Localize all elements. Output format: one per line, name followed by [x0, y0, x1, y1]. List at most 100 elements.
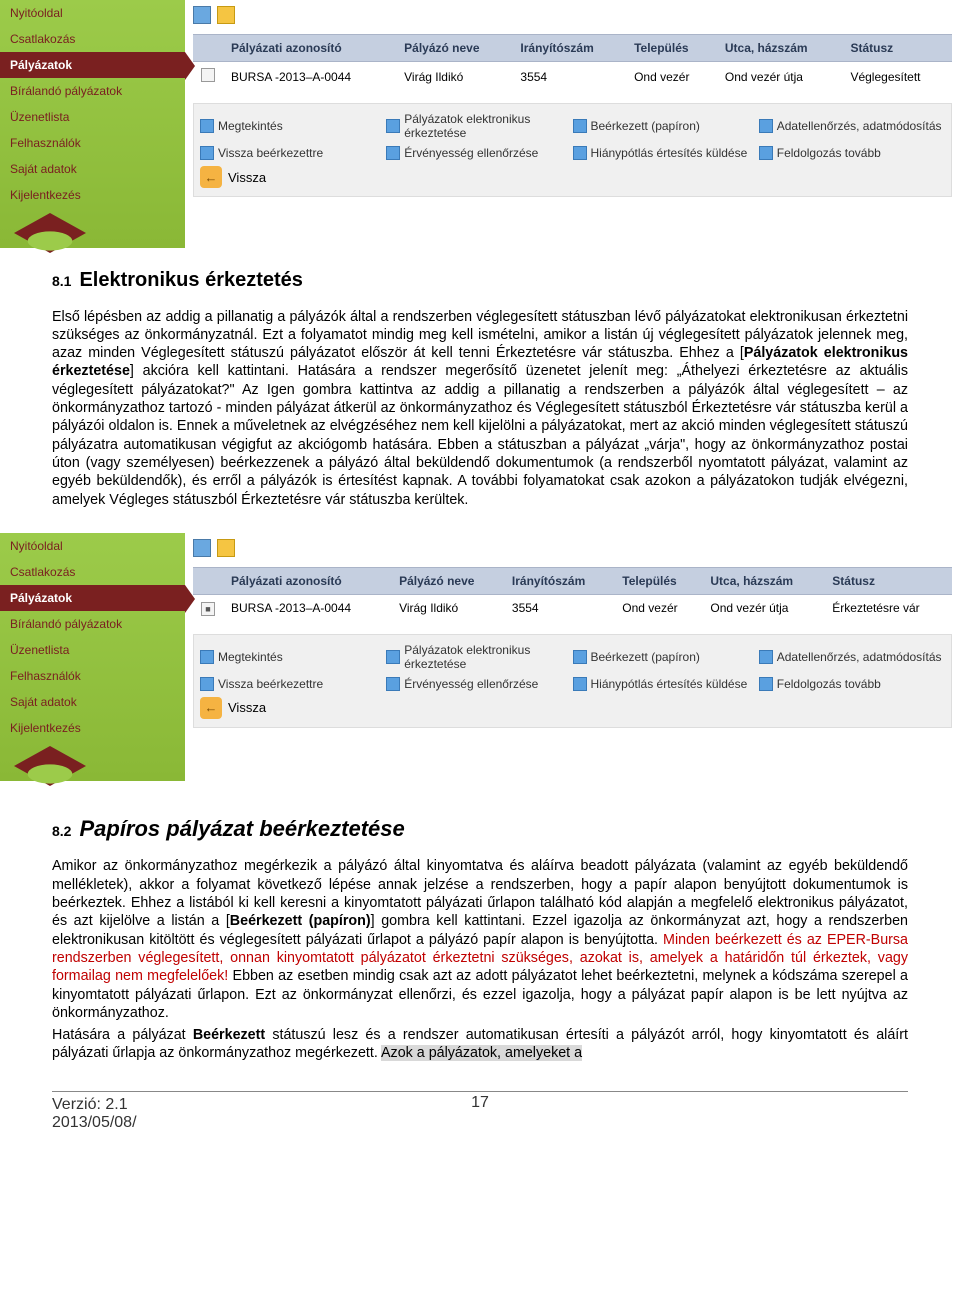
action-validity[interactable]: Érvényesség ellenőrzése	[386, 677, 572, 691]
section-81-title: 8.1Elektronikus érkeztetés	[52, 268, 908, 294]
folder-icon	[200, 146, 214, 160]
back-label[interactable]: Vissza	[228, 700, 266, 715]
footer-date: 2013/05/08/	[52, 1114, 908, 1132]
sidebar-item-0[interactable]: Nyitóoldal	[0, 533, 185, 559]
action-notify[interactable]: Hiánypótlás értesítés küldése	[573, 677, 759, 691]
th-status[interactable]: Státusz	[842, 35, 952, 62]
actions-area-1: Megtekintés Pályázatok elektronikus érke…	[193, 103, 952, 197]
sidebar-item-7[interactable]: Kijelentkezés	[0, 182, 185, 208]
data-table-1: Pályázati azonosító Pályázó neve Irányít…	[193, 34, 952, 91]
folder-icon	[200, 650, 214, 664]
th-street[interactable]: Utca, házszám	[702, 567, 824, 594]
data-table-2: Pályázati azonosító Pályázó neve Irányít…	[193, 567, 952, 622]
cell-id: BURSA -2013–A-0044	[223, 594, 391, 622]
actions-area-2: Megtekintés Pályázatok elektronikus érke…	[193, 634, 952, 728]
back-arrow-icon[interactable]: ←	[200, 166, 222, 188]
action-back-received[interactable]: Vissza beérkezettre	[200, 677, 386, 691]
table-row[interactable]: BURSA -2013–A-0044 Virág Ildikó 3554 Ond…	[193, 594, 952, 622]
cell-street: Ond vezér útja	[717, 62, 843, 92]
action-back-received[interactable]: Vissza beérkezettre	[200, 146, 386, 160]
action-view[interactable]: Megtekintés	[200, 112, 386, 140]
sidebar-item-5[interactable]: Felhasználók	[0, 663, 185, 689]
cell-street: Ond vezér útja	[702, 594, 824, 622]
folder-icon	[200, 119, 214, 133]
row-checkbox[interactable]	[201, 68, 215, 82]
folder-icon	[386, 146, 400, 160]
action-process[interactable]: Feldolgozás tovább	[759, 146, 945, 160]
th-name[interactable]: Pályázó neve	[391, 567, 504, 594]
section-82-p1: Amikor az önkormányzathoz megérkezik a p…	[52, 857, 908, 1022]
th-street[interactable]: Utca, házszám	[717, 35, 843, 62]
section-82-title: 8.2Papíros pályázat beérkeztetése	[52, 815, 908, 844]
sidebar-item-4[interactable]: Üzenetlista	[0, 637, 185, 663]
folder-icon	[759, 677, 773, 691]
cell-id: BURSA -2013–A-0044	[223, 62, 396, 92]
cell-name: Virág Ildikó	[391, 594, 504, 622]
sidebar-item-3[interactable]: Bírálandó pályázatok	[0, 78, 185, 104]
screenshot-2: Nyitóoldal Csatlakozás Pályázatok Bírála…	[0, 533, 960, 781]
folder-icon	[200, 677, 214, 691]
th-zip[interactable]: Irányítószám	[504, 567, 614, 594]
row-checkbox[interactable]	[201, 602, 215, 616]
action-paper[interactable]: Beérkezett (papíron)	[573, 112, 759, 140]
action-paper[interactable]: Beérkezett (papíron)	[573, 643, 759, 671]
back-label[interactable]: Vissza	[228, 170, 266, 185]
sidebar-item-7[interactable]: Kijelentkezés	[0, 715, 185, 741]
cell-name: Virág Ildikó	[396, 62, 512, 92]
folder-icon	[759, 650, 773, 664]
page-number: 17	[471, 1094, 489, 1112]
action-notify[interactable]: Hiánypótlás értesítés küldése	[573, 146, 759, 160]
logo-icon	[10, 208, 90, 258]
action-datacheck[interactable]: Adatellenőrzés, adatmódosítás	[759, 643, 945, 671]
folder-icon	[573, 677, 587, 691]
action-datacheck[interactable]: Adatellenőrzés, adatmódosítás	[759, 112, 945, 140]
back-arrow-icon[interactable]: ←	[200, 697, 222, 719]
sidebar-item-6[interactable]: Saját adatok	[0, 689, 185, 715]
th-check	[193, 567, 223, 594]
cell-city: Ond vezér	[626, 62, 717, 92]
tool-icon-1[interactable]	[193, 539, 211, 557]
sidebar-item-2[interactable]: Pályázatok	[0, 52, 185, 78]
section-82-p2: Hatására a pályázat Beérkezett státuszú …	[52, 1026, 908, 1063]
sidebar-item-6[interactable]: Saját adatok	[0, 156, 185, 182]
cell-zip: 3554	[504, 594, 614, 622]
th-id[interactable]: Pályázati azonosító	[223, 567, 391, 594]
th-status[interactable]: Státusz	[824, 567, 952, 594]
th-city[interactable]: Település	[614, 567, 702, 594]
sidebar: Nyitóoldal Csatlakozás Pályázatok Bírála…	[0, 0, 185, 248]
sidebar-item-1[interactable]: Csatlakozás	[0, 26, 185, 52]
tool-icon-2[interactable]	[217, 6, 235, 24]
action-electronic[interactable]: Pályázatok elektronikus érkeztetése	[386, 112, 572, 140]
action-electronic[interactable]: Pályázatok elektronikus érkeztetése	[386, 643, 572, 671]
footer-separator	[52, 1091, 908, 1092]
folder-icon	[573, 119, 587, 133]
cell-zip: 3554	[512, 62, 626, 92]
th-name[interactable]: Pályázó neve	[396, 35, 512, 62]
logo-icon	[10, 741, 90, 791]
action-view[interactable]: Megtekintés	[200, 643, 386, 671]
sidebar-item-1[interactable]: Csatlakozás	[0, 559, 185, 585]
tool-icon-2[interactable]	[217, 539, 235, 557]
th-check	[193, 35, 223, 62]
folder-icon	[386, 677, 400, 691]
table-row[interactable]: BURSA -2013–A-0044 Virág Ildikó 3554 Ond…	[193, 62, 952, 92]
toolbar-icons	[193, 6, 952, 24]
sidebar-item-4[interactable]: Üzenetlista	[0, 104, 185, 130]
sidebar-item-2[interactable]: Pályázatok	[0, 585, 185, 611]
tool-icon-1[interactable]	[193, 6, 211, 24]
sidebar-item-3[interactable]: Bírálandó pályázatok	[0, 611, 185, 637]
section-81: 8.1Elektronikus érkeztetés Első lépésben…	[0, 248, 960, 521]
folder-icon	[386, 650, 400, 664]
section-82: 8.2Papíros pályázat beérkeztetése Amikor…	[0, 781, 960, 1075]
sidebar-2: Nyitóoldal Csatlakozás Pályázatok Bírála…	[0, 533, 185, 781]
folder-icon	[573, 650, 587, 664]
sidebar-item-0[interactable]: Nyitóoldal	[0, 0, 185, 26]
sidebar-item-5[interactable]: Felhasználók	[0, 130, 185, 156]
action-process[interactable]: Feldolgozás tovább	[759, 677, 945, 691]
action-validity[interactable]: Érvényesség ellenőrzése	[386, 146, 572, 160]
th-id[interactable]: Pályázati azonosító	[223, 35, 396, 62]
th-zip[interactable]: Irányítószám	[512, 35, 626, 62]
screenshot-1: Nyitóoldal Csatlakozás Pályázatok Bírála…	[0, 0, 960, 248]
th-city[interactable]: Település	[626, 35, 717, 62]
main-panel-1: Pályázati azonosító Pályázó neve Irányít…	[185, 0, 960, 248]
